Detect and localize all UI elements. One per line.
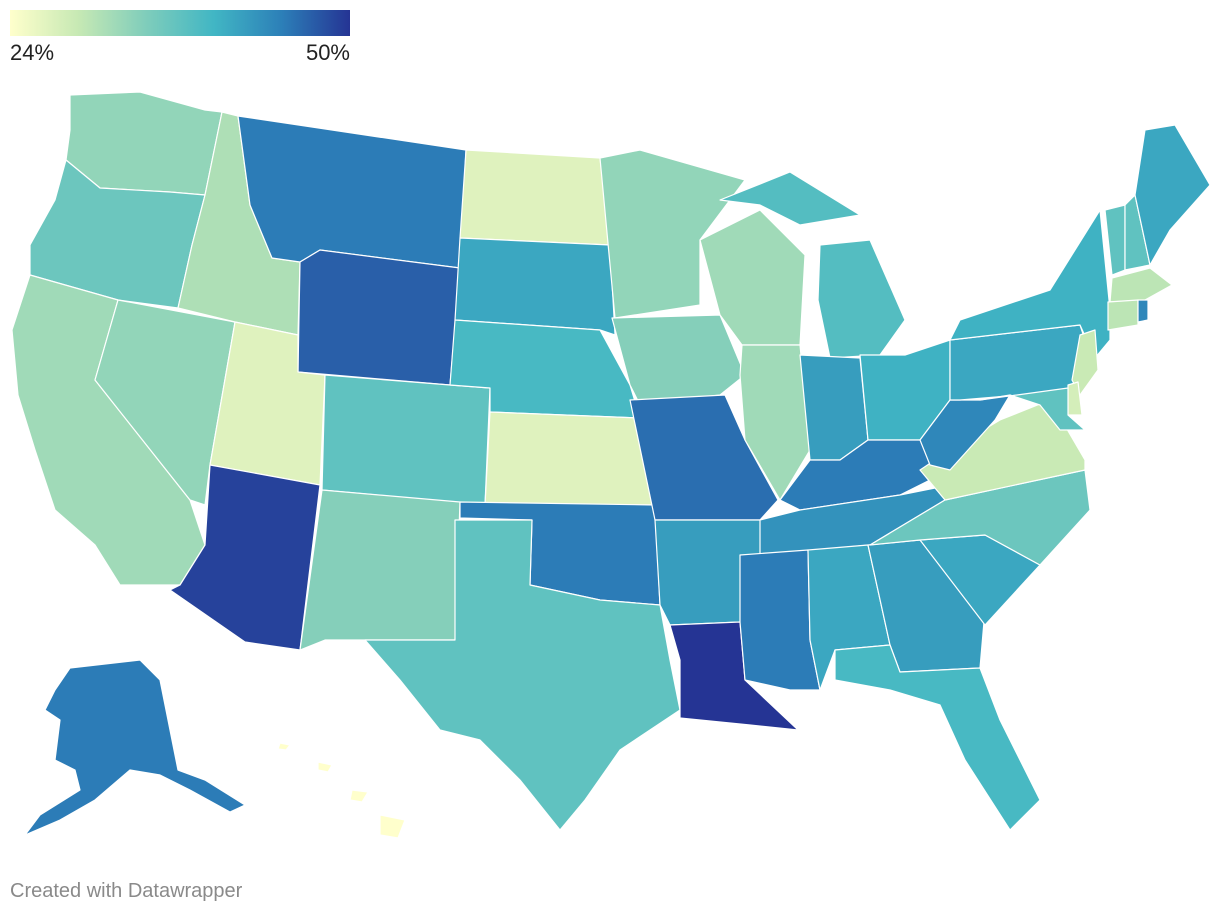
state-ks[interactable]: [484, 411, 656, 506]
legend-gradient-bar: [10, 10, 350, 36]
state-md[interactable]: [979, 387, 1086, 431]
state-ma[interactable]: [1109, 267, 1173, 303]
state-wy[interactable]: [297, 249, 461, 386]
credit-text: Created with Datawrapper: [10, 880, 243, 902]
state-nj[interactable]: [1071, 329, 1099, 396]
state-fl[interactable]: [834, 644, 1041, 831]
state-ak[interactable]: [24, 659, 246, 836]
state-az[interactable]: [169, 464, 321, 651]
state-sd[interactable]: [454, 237, 616, 336]
color-legend: 24% 50%: [10, 10, 350, 65]
state-ct[interactable]: [1107, 299, 1139, 331]
state-mt[interactable]: [237, 115, 467, 269]
state-co[interactable]: [321, 374, 491, 506]
state-tx[interactable]: [364, 519, 681, 831]
legend-min-label: 24%: [10, 40, 55, 65]
state-ny[interactable]: [949, 209, 1111, 359]
state-me[interactable]: [1134, 124, 1211, 266]
state-hi[interactable]: [277, 742, 406, 839]
state-vt[interactable]: [1104, 204, 1126, 276]
us-choropleth-map: [11, 91, 1211, 839]
state-in[interactable]: [799, 354, 869, 461]
state-nm[interactable]: [299, 489, 461, 651]
state-nc[interactable]: [869, 469, 1091, 566]
legend-max-label: 50%: [305, 40, 350, 65]
state-nd[interactable]: [459, 149, 611, 246]
state-ri[interactable]: [1137, 299, 1149, 323]
